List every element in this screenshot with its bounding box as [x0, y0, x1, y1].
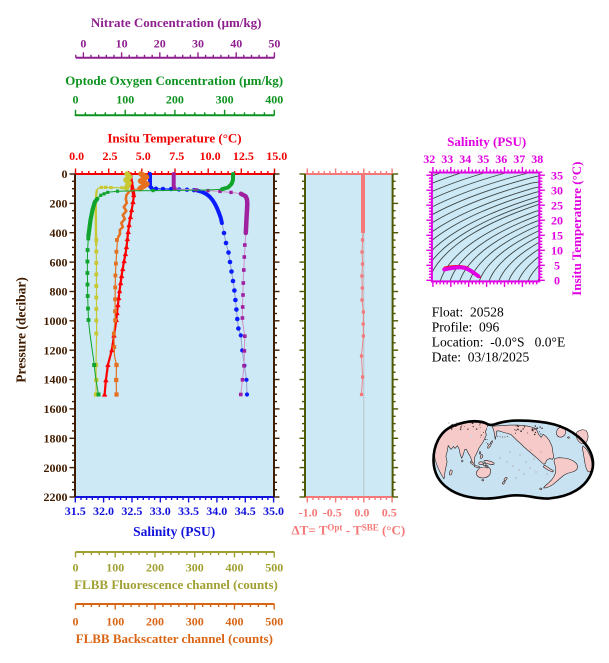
svg-text:0.0: 0.0 — [69, 149, 84, 163]
svg-text:2200: 2200 — [44, 490, 68, 504]
svg-text:12.5: 12.5 — [233, 149, 254, 163]
svg-text:0: 0 — [80, 36, 86, 50]
svg-text:32: 32 — [423, 152, 435, 166]
svg-text:0: 0 — [73, 92, 79, 106]
svg-text:34.5: 34.5 — [235, 504, 256, 518]
svg-text:100: 100 — [106, 615, 124, 629]
svg-text:0: 0 — [73, 615, 79, 629]
svg-text:38: 38 — [531, 152, 543, 166]
svg-text:400: 400 — [50, 226, 68, 240]
svg-text:Nitrate Concentration (μm/kg): Nitrate Concentration (μm/kg) — [91, 15, 262, 30]
svg-text:200: 200 — [166, 92, 184, 106]
svg-text:5: 5 — [554, 259, 560, 273]
svg-text:300: 300 — [186, 560, 204, 574]
svg-text:500: 500 — [265, 615, 283, 629]
svg-text:2000: 2000 — [44, 461, 68, 475]
svg-text:Insitu Temperature (°C): Insitu Temperature (°C) — [107, 131, 241, 146]
svg-text:35: 35 — [477, 152, 489, 166]
svg-text:300: 300 — [216, 92, 234, 106]
svg-text:200: 200 — [146, 615, 164, 629]
svg-text:Salinity (PSU): Salinity (PSU) — [447, 134, 526, 149]
svg-text:32.5: 32.5 — [121, 504, 142, 518]
svg-text:800: 800 — [50, 285, 68, 299]
svg-text:15: 15 — [551, 229, 563, 243]
svg-text:Pressure (decibar): Pressure (decibar) — [13, 277, 28, 383]
svg-text:5.0: 5.0 — [136, 149, 151, 163]
svg-text:36: 36 — [495, 152, 507, 166]
svg-text:500: 500 — [265, 560, 283, 574]
svg-text:0: 0 — [62, 167, 68, 181]
svg-text:Optode Oxygen Concentration (μ: Optode Oxygen Concentration (μm/kg) — [65, 73, 283, 88]
svg-text:Date: 03/18/2025: Date: 03/18/2025 — [432, 350, 530, 365]
svg-text:400: 400 — [265, 92, 283, 106]
svg-text:0: 0 — [73, 560, 79, 574]
svg-text:31.5: 31.5 — [65, 504, 86, 518]
svg-text:Salinity (PSU): Salinity (PSU) — [133, 524, 215, 539]
svg-text:300: 300 — [186, 615, 204, 629]
svg-text:Float: 20528: Float: 20528 — [432, 305, 504, 320]
svg-text:1400: 1400 — [44, 373, 68, 387]
svg-text:10: 10 — [551, 244, 563, 258]
svg-text:34.0: 34.0 — [206, 504, 227, 518]
svg-text:0.5: 0.5 — [382, 505, 397, 519]
svg-text:200: 200 — [50, 197, 68, 211]
svg-text:33: 33 — [441, 152, 453, 166]
svg-text:30: 30 — [192, 36, 204, 50]
svg-text:Insitu Temperature (°C): Insitu Temperature (°C) — [569, 161, 584, 295]
svg-text:35: 35 — [551, 168, 563, 182]
svg-text:20: 20 — [551, 213, 563, 227]
svg-text:10.0: 10.0 — [200, 149, 221, 163]
svg-text:1200: 1200 — [44, 343, 68, 357]
svg-text:40: 40 — [230, 36, 242, 50]
svg-text:37: 37 — [513, 152, 525, 166]
svg-text:FLBB Fluorescence channel (cou: FLBB Fluorescence channel (counts) — [74, 577, 278, 592]
svg-text:Location: -0.0°S 0.0°E: Location: -0.0°S 0.0°E — [432, 335, 565, 350]
svg-text:-0.5: -0.5 — [323, 505, 342, 519]
svg-text:32.0: 32.0 — [93, 504, 114, 518]
svg-text:34: 34 — [459, 152, 471, 166]
svg-text:15.0: 15.0 — [266, 149, 287, 163]
svg-text:-1.0: -1.0 — [299, 505, 318, 519]
svg-text:0: 0 — [554, 274, 560, 288]
svg-text:400: 400 — [226, 560, 244, 574]
svg-text:1600: 1600 — [44, 402, 68, 416]
svg-text:30: 30 — [551, 183, 563, 197]
svg-text:1000: 1000 — [44, 314, 68, 328]
svg-text:200: 200 — [146, 560, 164, 574]
svg-text:7.5: 7.5 — [169, 149, 184, 163]
svg-text:100: 100 — [116, 92, 134, 106]
svg-text:100: 100 — [106, 560, 124, 574]
svg-text:ΔT= TOpt - TSBE (°C): ΔT= TOpt - TSBE (°C) — [292, 523, 406, 538]
svg-text:33.0: 33.0 — [150, 504, 171, 518]
svg-text:25: 25 — [551, 198, 563, 212]
svg-text:600: 600 — [50, 255, 68, 269]
svg-text:35.0: 35.0 — [263, 504, 284, 518]
svg-text:33.5: 33.5 — [178, 504, 199, 518]
svg-text:400: 400 — [226, 615, 244, 629]
svg-text:0.0: 0.0 — [354, 505, 369, 519]
svg-text:20: 20 — [154, 36, 166, 50]
svg-text:10: 10 — [116, 36, 128, 50]
svg-text:2.5: 2.5 — [103, 149, 118, 163]
svg-text:50: 50 — [268, 36, 280, 50]
svg-text:Profile: 096: Profile: 096 — [432, 320, 500, 335]
svg-text:1800: 1800 — [44, 432, 68, 446]
svg-text:FLBB Backscatter channel (coun: FLBB Backscatter channel (counts) — [76, 631, 273, 646]
